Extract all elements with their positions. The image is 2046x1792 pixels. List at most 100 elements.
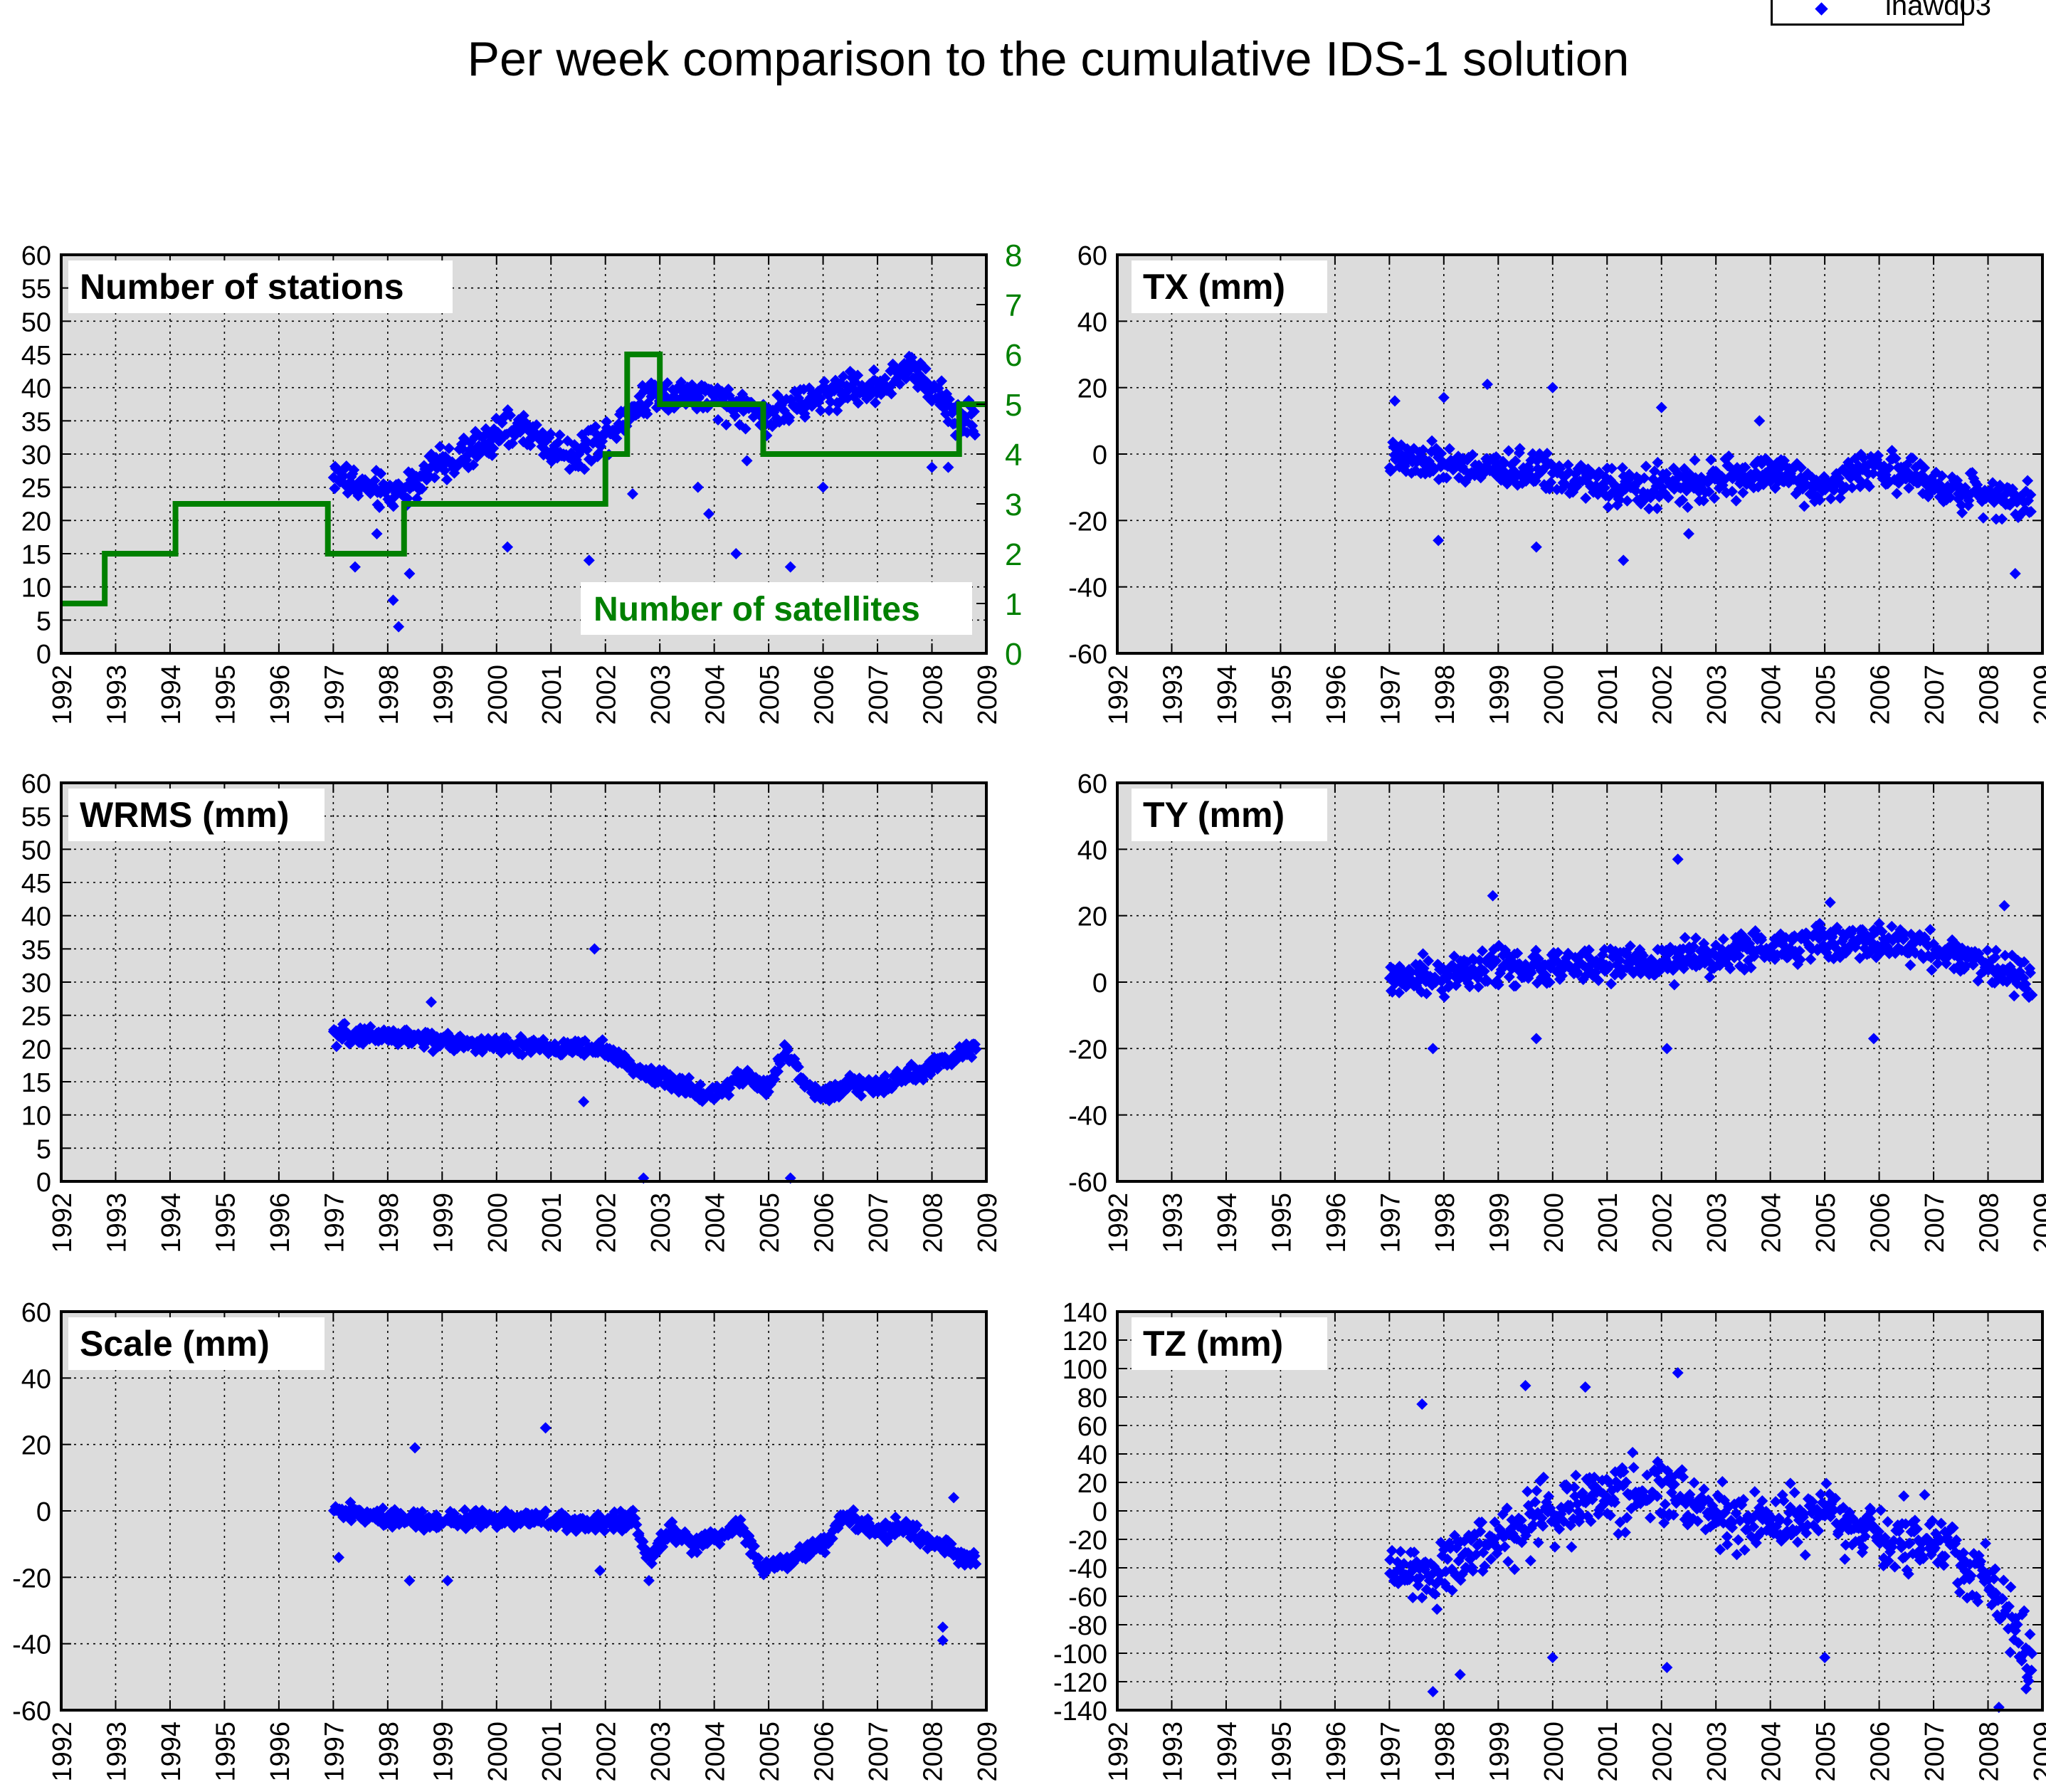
data-point bbox=[1793, 945, 1805, 957]
x-tick-label: 2002 bbox=[592, 1722, 622, 1782]
data-point bbox=[1509, 455, 1522, 467]
panel-title: WRMS (mm) bbox=[80, 795, 289, 835]
data-point bbox=[870, 396, 882, 409]
y-tick-label: -80 bbox=[1068, 1611, 1107, 1641]
data-point bbox=[1420, 988, 1433, 1000]
y-tick-label: 60 bbox=[21, 1298, 51, 1328]
x-tick-label: 2008 bbox=[919, 665, 949, 725]
panel-title: TY (mm) bbox=[1143, 795, 1285, 835]
data-point bbox=[943, 393, 955, 405]
data-point bbox=[1872, 450, 1884, 462]
y2-tick-label: 4 bbox=[1005, 438, 1022, 473]
x-tick-label: 2002 bbox=[592, 1193, 622, 1253]
data-point bbox=[1924, 924, 1936, 936]
data-point bbox=[741, 455, 753, 467]
data-point bbox=[1794, 954, 1806, 966]
y-tick-label: 20 bbox=[21, 507, 51, 537]
panel-tz: 1992 1993 1994 1995 1996 1997 1998 1999 2000 2001… bbox=[1053, 1298, 2046, 1782]
data-point bbox=[908, 358, 920, 370]
x-tick-label: 1995 bbox=[1267, 665, 1297, 725]
data-point bbox=[1990, 944, 2002, 956]
data-point bbox=[1944, 491, 1956, 503]
y-tick-label: 0 bbox=[1092, 441, 1107, 470]
x-tick-label: 2008 bbox=[919, 1193, 949, 1253]
data-point bbox=[581, 444, 593, 456]
data-point bbox=[578, 1096, 590, 1107]
panel-stations: 1992 1993 1994 1995 1996 1997 1998 1999 2000 2001… bbox=[21, 238, 1023, 725]
data-point bbox=[970, 1043, 982, 1055]
data-point bbox=[1867, 468, 1879, 480]
data-point bbox=[1847, 924, 1859, 937]
x-tick-label: 1994 bbox=[157, 665, 186, 725]
data-point bbox=[1739, 461, 1751, 473]
x-tick-label: 1995 bbox=[211, 1193, 241, 1253]
data-point bbox=[739, 423, 752, 435]
data-point bbox=[712, 413, 724, 426]
data-point bbox=[969, 429, 981, 441]
y-tick-label: 35 bbox=[21, 407, 51, 437]
data-point bbox=[1621, 495, 1633, 507]
data-point bbox=[1672, 853, 1684, 865]
x-tick-label: 1995 bbox=[1267, 1193, 1297, 1253]
data-point bbox=[404, 568, 416, 579]
data-point bbox=[1478, 965, 1490, 977]
y-tick-label: 40 bbox=[1077, 836, 1107, 865]
data-point bbox=[1472, 981, 1485, 993]
data-point bbox=[942, 461, 954, 473]
x-tick-label: 2009 bbox=[2029, 1193, 2046, 1253]
x-tick-label: 1994 bbox=[157, 1722, 186, 1782]
data-point bbox=[1426, 435, 1438, 447]
data-point bbox=[1730, 495, 1742, 507]
y-tick-label: 45 bbox=[21, 869, 51, 899]
data-point bbox=[502, 541, 514, 553]
y-tick-label: 55 bbox=[21, 803, 51, 833]
data-point bbox=[1840, 481, 1852, 493]
data-point bbox=[894, 378, 906, 390]
y-tick-label: 40 bbox=[1077, 307, 1107, 337]
data-point bbox=[1427, 1043, 1439, 1055]
y-tick-label: 50 bbox=[21, 836, 51, 865]
x-tick-label: 2007 bbox=[1920, 665, 1950, 725]
x-tick-label: 1993 bbox=[1158, 1722, 1188, 1782]
data-point bbox=[1433, 534, 1445, 547]
y-tick-label: 60 bbox=[21, 769, 51, 799]
x-tick-label: 2000 bbox=[483, 1722, 513, 1782]
data-point bbox=[627, 1504, 639, 1517]
data-point bbox=[1814, 494, 1826, 506]
x-tick-label: 1997 bbox=[320, 1193, 349, 1253]
data-point bbox=[1638, 472, 1650, 484]
data-point bbox=[1417, 444, 1429, 456]
x-tick-label: 2001 bbox=[537, 1722, 567, 1782]
panel-wrms: 1992 1993 1994 1995 1996 1997 1998 1999 2000 2001… bbox=[21, 769, 1003, 1253]
data-point bbox=[1805, 953, 1817, 965]
y-tick-label: -20 bbox=[1068, 507, 1107, 537]
y2-tick-label: 0 bbox=[1005, 637, 1022, 672]
data-point bbox=[1703, 485, 1715, 497]
x-tick-label: 2006 bbox=[1866, 1722, 1896, 1782]
data-point bbox=[781, 1044, 793, 1056]
x-tick-label: 2007 bbox=[1920, 1193, 1950, 1253]
x-tick-label: 1994 bbox=[1213, 665, 1243, 725]
data-point bbox=[364, 1021, 376, 1033]
data-point bbox=[375, 468, 387, 480]
data-point bbox=[1723, 450, 1735, 462]
data-point bbox=[838, 370, 850, 382]
y-tick-label: 0 bbox=[1092, 1497, 1107, 1527]
data-point bbox=[539, 1505, 552, 1517]
data-point bbox=[348, 464, 360, 476]
x-tick-label: 1992 bbox=[1104, 1722, 1134, 1782]
y-tick-label: 60 bbox=[1077, 769, 1107, 799]
y-tick-label: 40 bbox=[21, 1364, 51, 1394]
y-tick-label: 5 bbox=[36, 606, 51, 636]
data-point bbox=[1931, 957, 1944, 969]
plot-frame bbox=[60, 781, 988, 1183]
x-tick-label: 1999 bbox=[1485, 665, 1514, 725]
data-point bbox=[1648, 465, 1660, 478]
data-point bbox=[1737, 487, 1749, 499]
data-point bbox=[1936, 470, 1948, 482]
x-tick-label: 1994 bbox=[157, 1193, 186, 1253]
panel-title: Scale (mm) bbox=[80, 1324, 270, 1364]
data-point bbox=[1583, 944, 1595, 956]
data-point bbox=[1544, 976, 1556, 989]
data-point bbox=[831, 405, 843, 417]
